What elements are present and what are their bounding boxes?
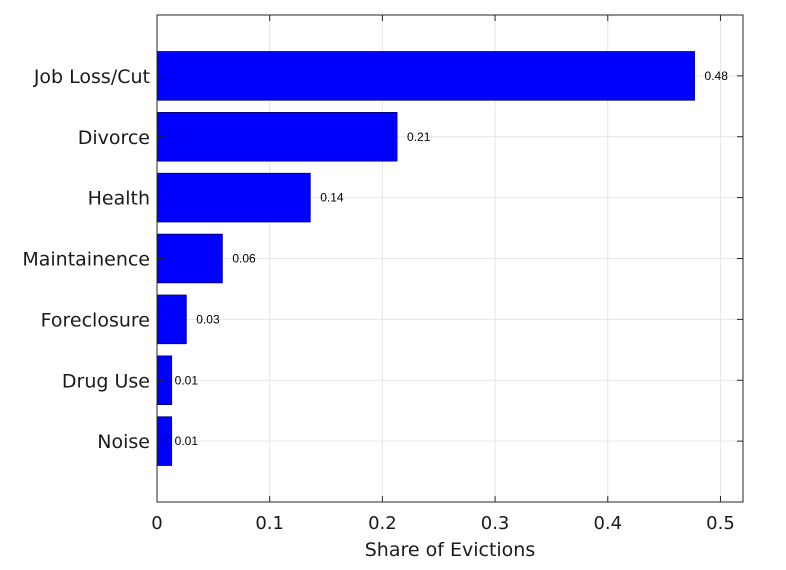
category-label: Maintainence xyxy=(22,249,150,271)
category-label: Divorce xyxy=(78,127,150,149)
x-tick-label: 0.2 xyxy=(368,513,397,534)
x-tick-label: 0.5 xyxy=(706,513,735,534)
ticks xyxy=(156,15,743,502)
category-label: Health xyxy=(88,188,150,210)
x-tick-label: 0 xyxy=(151,513,162,534)
category-labels: Job Loss/Cut Divorce Health Maintainence For… xyxy=(22,66,150,453)
bars xyxy=(156,51,695,466)
bar xyxy=(156,172,311,223)
bar-value-label: 0.48 xyxy=(705,69,729,83)
category-label: Job Loss/Cut xyxy=(33,66,150,88)
x-tick-label: 0.1 xyxy=(255,513,284,534)
category-label: Noise xyxy=(97,431,150,453)
bar-value-label: 0.03 xyxy=(196,312,220,326)
bar-value-label: 0.01 xyxy=(175,434,199,448)
bar-value-label: 0.21 xyxy=(407,130,431,144)
bar xyxy=(156,51,695,101)
bar-value-label: 0.14 xyxy=(320,191,344,205)
x-tick-labels: 0 0.1 0.2 0.3 0.4 0.5 xyxy=(151,513,735,534)
category-label: Drug Use xyxy=(62,370,150,392)
x-tick-label: 0.3 xyxy=(481,513,510,534)
x-tick-label: 0.4 xyxy=(593,513,622,534)
bar xyxy=(156,233,223,284)
bar xyxy=(156,112,398,162)
bar-value-label: 0.06 xyxy=(232,252,256,266)
data-labels: 0.48 0.21 0.14 0.06 0.03 0.01 0.01 xyxy=(175,69,729,448)
bar-value-label: 0.01 xyxy=(175,373,199,387)
category-label: Foreclosure xyxy=(41,309,150,331)
x-axis-title: Share of Evictions xyxy=(365,539,536,561)
